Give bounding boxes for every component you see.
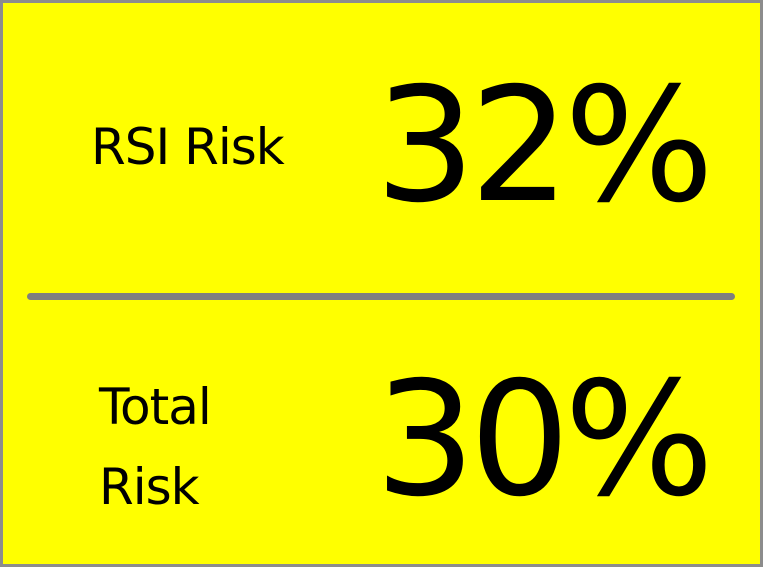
section-divider	[27, 293, 735, 300]
total-risk-value: 30%	[375, 348, 714, 532]
rsi-risk-label: RSI Risk	[91, 118, 285, 176]
total-risk-label-line1: Total	[99, 378, 212, 436]
total-risk-label-line2: Risk	[99, 458, 200, 516]
rsi-risk-value: 32%	[375, 54, 714, 238]
total-risk-label: Total Risk	[99, 367, 212, 527]
